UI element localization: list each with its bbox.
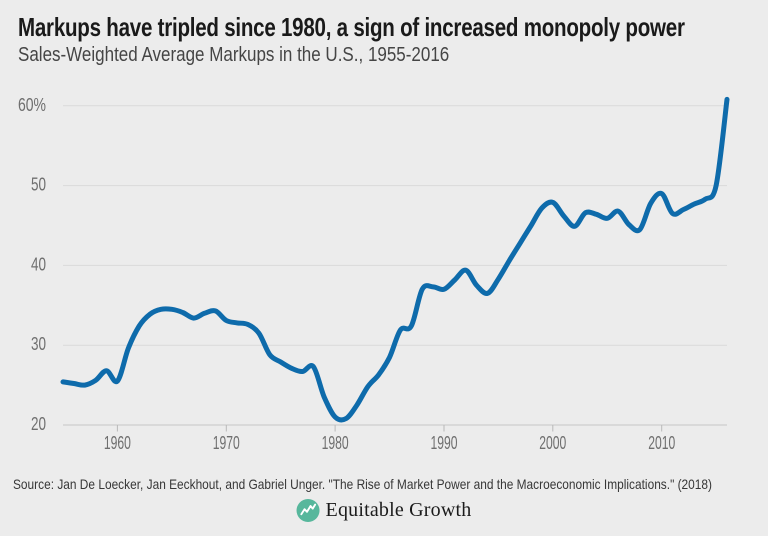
y-tick-label: 40 (31, 254, 46, 274)
x-axis: 1960 1970 1980 1990 2000 2010 (104, 425, 675, 453)
logo-wordmark: Equitable Growth (325, 498, 472, 521)
y-tick-label: 30 (31, 334, 46, 354)
y-tick-label: 60% (18, 95, 46, 115)
source-note: Source: Jan De Loecker, Jan Eeckhout, an… (13, 476, 713, 492)
chart-subtitle: Sales-Weighted Average Markups in the U.… (18, 44, 450, 66)
x-tick-label: 1970 (213, 433, 240, 453)
x-tick-label: 2010 (648, 433, 675, 453)
equitable-growth-logo-icon (296, 498, 320, 522)
page-title: Markups have tripled since 1980, a sign … (18, 12, 685, 42)
x-tick-label: 1980 (322, 433, 349, 453)
x-tick-label: 1960 (104, 433, 131, 453)
markup-line (60, 96, 730, 423)
x-tick-label: 1990 (431, 433, 458, 453)
y-tick-label: 20 (31, 414, 46, 434)
x-tick-label: 2000 (539, 433, 566, 453)
y-tick-label: 50 (31, 175, 46, 195)
line-chart: 60% 50 40 30 20 1960 1970 1980 1990 2000 2010 (18, 95, 730, 453)
equitable-growth-logo: Equitable Growth (296, 497, 472, 523)
